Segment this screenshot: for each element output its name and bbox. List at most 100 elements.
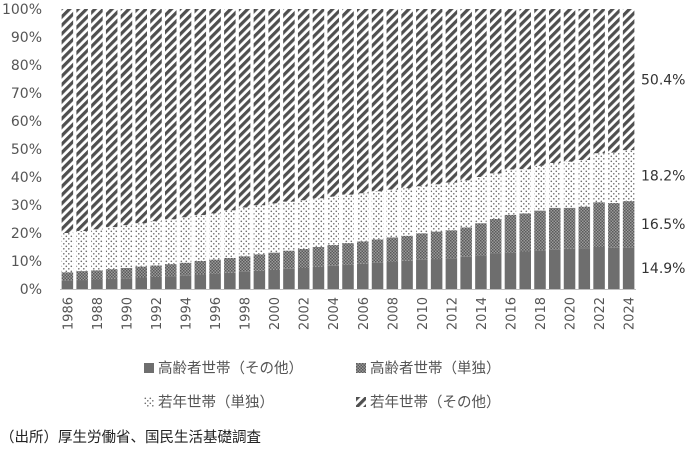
bar-segment-2 [416,233,428,260]
legend-label: 若年世帯（その他） [370,395,501,411]
bar-segment-3 [179,217,192,263]
bar-segment-4 [61,9,74,233]
bar-segment-4 [504,9,517,170]
legend-item-young-other: 若年世帯（その他） [356,391,501,412]
end-value-label: 14.9% [641,261,685,277]
bar-segment-3 [430,184,443,232]
bar-segment-2 [283,250,295,269]
bar-segment-3 [504,169,517,215]
bar-segment-4 [253,9,266,206]
bar-segment-2 [61,272,74,281]
bar-segment-1 [209,273,221,289]
bar-segment-3 [445,182,458,231]
bar-segment-2 [150,265,162,277]
bar-segment-4 [238,9,251,208]
bar-segment-2 [430,231,443,260]
bar-segment-1 [120,278,133,289]
bar-segment-1 [519,251,531,289]
bar-segment-1 [578,248,591,289]
bar-segment-2 [312,247,325,267]
y-tick-label: 20% [11,226,42,242]
bar-segment-4 [593,9,605,154]
bar-segment-2 [549,207,561,250]
bar-segment-2 [253,254,266,271]
bar-segment-3 [150,221,162,266]
bar-segment-4 [445,9,458,183]
bar-segment-4 [622,9,635,151]
x-tick-label: 2008 [386,297,401,330]
bar-segment-4 [194,9,207,216]
bar-segment-2 [76,271,88,281]
bar-segment-2 [179,262,192,276]
y-tick-label: 60% [11,114,42,130]
bar-segment-4 [549,9,561,163]
bar-segment-1 [371,262,384,289]
bar-segment-1 [401,260,413,289]
legend-item-elderly-single: 高齢者世帯（単独） [356,357,501,378]
bar-segment-1 [549,249,561,289]
legend-label: 高齢者世帯（単独） [370,361,501,377]
end-value-labels: 50.4% 18.2% 16.5% 14.9% [641,73,685,278]
bar-segment-4 [430,9,443,185]
bar-segment-2 [460,227,472,257]
bar-segment-3 [283,201,295,251]
bar-segment-3 [312,198,325,247]
bar-segment-4 [91,9,103,230]
x-tick-label: 1986 [61,297,76,330]
bar-segment-1 [622,247,635,289]
bar-segment-1 [224,272,236,289]
bar-segment-2 [120,268,133,279]
x-tick-label: 2016 [505,297,520,330]
x-tick-label: 1990 [121,297,136,330]
x-tick-label: 2018 [534,297,549,330]
y-tick-label: 70% [11,86,42,102]
bar-segment-1 [489,254,502,289]
bar-segment-4 [105,9,118,228]
bar-segment-1 [179,275,192,289]
bar-segment-3 [253,205,266,255]
bar-segment-4 [165,9,177,220]
y-tick-label: 10% [11,254,42,270]
bar-segment-2 [194,261,207,275]
bar-segment-2 [563,207,576,249]
bar-segment-1 [268,269,280,289]
legend-swatch-dots [144,396,154,407]
bar-segment-1 [238,271,251,289]
bar-segment-1 [534,250,546,289]
bar-segment-3 [91,229,103,271]
bar-segment-1 [357,263,369,289]
y-tick-label: 30% [11,198,42,214]
bar-segment-4 [297,9,310,201]
bar-segment-4 [327,9,339,197]
bar-segment-1 [91,279,103,289]
bar-segment-4 [209,9,221,214]
bar-segment-4 [371,9,384,192]
bar-segment-1 [430,259,443,289]
y-tick-label: 100% [2,2,42,18]
bar-segment-1 [504,252,517,289]
bar-segment-1 [150,276,162,289]
bar-segment-3 [61,233,74,273]
bar-segment-3 [622,150,635,202]
bar-segment-1 [283,268,295,289]
bar-segment-3 [489,173,502,219]
bar-segment-4 [283,9,295,202]
bar-segment-1 [460,256,472,289]
bar-segment-1 [194,274,207,289]
x-tick-label: 2004 [327,297,342,330]
bar-segment-3 [268,203,280,253]
bar-segment-4 [76,9,88,232]
bar-segment-4 [386,9,399,190]
bar-segment-3 [416,186,428,234]
bar-segment-4 [489,9,502,174]
bar-segment-1 [105,278,118,289]
y-axis-ticks: 0% 10% 20% 30% 40% 50% 60% 70% 80% 90% 100% [2,2,42,298]
bar-segment-2 [622,201,635,248]
bar-segment-2 [209,259,221,274]
bar-segment-2 [91,270,103,280]
x-tick-label: 2022 [593,297,608,330]
bar-segment-4 [578,9,591,160]
bar-segment-4 [534,9,546,166]
bar-segment-1 [253,270,266,289]
